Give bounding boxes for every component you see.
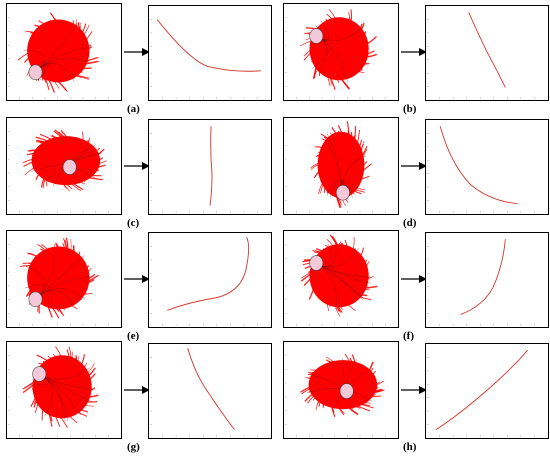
fitted-curve xyxy=(156,19,261,72)
panel-label: (e) xyxy=(127,330,140,342)
head-marker xyxy=(28,291,43,308)
head-marker xyxy=(62,159,77,175)
panel-label: (g) xyxy=(127,441,140,453)
panel-label: (a) xyxy=(127,103,140,115)
panel-label: (b) xyxy=(403,103,417,115)
curve-plot xyxy=(425,5,549,101)
figure-panel: (c) xyxy=(6,117,281,231)
panel-label: (d) xyxy=(403,217,417,229)
trajectory-strand xyxy=(35,22,78,73)
axis-ticks xyxy=(150,19,258,99)
trajectory-plot xyxy=(283,230,399,328)
axis-ticks xyxy=(284,17,386,99)
arrow-icon xyxy=(124,48,150,56)
axis-ticks xyxy=(150,357,258,437)
axis-ticks xyxy=(284,131,386,213)
trajectory-cluster xyxy=(300,234,378,318)
arrow-icon xyxy=(401,275,427,283)
axis-ticks xyxy=(7,355,109,437)
trajectory-plot xyxy=(283,341,399,439)
curve-plot xyxy=(148,119,272,215)
axis-ticks xyxy=(150,133,258,213)
fitted-curve xyxy=(167,236,250,311)
head-marker xyxy=(335,184,350,201)
trajectory-cluster xyxy=(22,129,107,192)
fitted-curve xyxy=(209,126,213,206)
arrow-icon xyxy=(401,48,427,56)
curve-plot xyxy=(425,343,549,439)
figure-panel: (e) xyxy=(6,230,281,344)
trajectory-cluster xyxy=(17,12,99,93)
trajectory-cluster xyxy=(300,353,385,418)
trajectory-strand xyxy=(35,25,81,73)
arrow-icon xyxy=(124,275,150,283)
trajectory-plot xyxy=(6,3,122,101)
trajectory-plot xyxy=(6,117,122,215)
trajectory-strand xyxy=(39,354,86,378)
curve-plot xyxy=(148,5,272,101)
fitted-curve xyxy=(468,12,506,88)
trajectory-cluster xyxy=(299,9,377,91)
trajectory-plot xyxy=(283,3,399,101)
panel-label: (c) xyxy=(127,217,140,229)
figure-panel: (b) xyxy=(283,3,550,117)
trajectory-cluster xyxy=(310,121,372,209)
trajectory-strand xyxy=(35,23,56,73)
axis-ticks xyxy=(7,244,109,326)
head-marker xyxy=(339,383,354,399)
arrow-icon xyxy=(124,386,150,394)
axis-ticks xyxy=(427,133,535,213)
axis-ticks xyxy=(7,17,109,99)
figure-panel: (h) xyxy=(283,341,550,455)
trajectory-cluster xyxy=(19,237,99,319)
trajectory-plot xyxy=(283,117,399,215)
figure-panel: (a) xyxy=(6,3,281,117)
curve-plot xyxy=(425,119,549,215)
axis-ticks xyxy=(427,357,535,437)
fitted-curve xyxy=(187,348,235,430)
fitted-curve xyxy=(460,239,506,315)
trajectory-strand xyxy=(38,373,98,403)
axis-ticks xyxy=(7,131,109,213)
fitted-curve xyxy=(439,126,518,205)
trajectory-cluster xyxy=(22,346,99,428)
head-marker xyxy=(32,366,47,382)
trajectory-plot xyxy=(6,230,122,328)
fitted-curve xyxy=(435,349,529,431)
trajectory-plot xyxy=(6,341,122,439)
curve-plot xyxy=(425,232,549,328)
head-marker xyxy=(28,64,43,81)
axis-ticks xyxy=(427,246,535,326)
figure-panel: (g) xyxy=(6,341,281,455)
arrow-icon xyxy=(401,386,427,394)
curve-plot xyxy=(148,343,272,439)
panel-label: (h) xyxy=(403,441,417,453)
trajectory-strand xyxy=(316,262,374,282)
arrow-icon xyxy=(124,162,150,170)
panel-label: (f) xyxy=(403,330,414,342)
trajectory-strand xyxy=(27,252,46,300)
figure-panel: (f) xyxy=(283,230,550,344)
trajectory-strand xyxy=(38,373,96,394)
figure-panel: (d) xyxy=(283,117,550,231)
curve-plot xyxy=(148,232,272,328)
axis-ticks xyxy=(284,355,386,437)
axis-ticks xyxy=(284,244,386,326)
head-marker xyxy=(309,255,324,271)
arrow-icon xyxy=(401,162,427,170)
head-marker xyxy=(309,28,324,44)
axis-ticks xyxy=(150,246,258,326)
axis-ticks xyxy=(427,19,535,99)
